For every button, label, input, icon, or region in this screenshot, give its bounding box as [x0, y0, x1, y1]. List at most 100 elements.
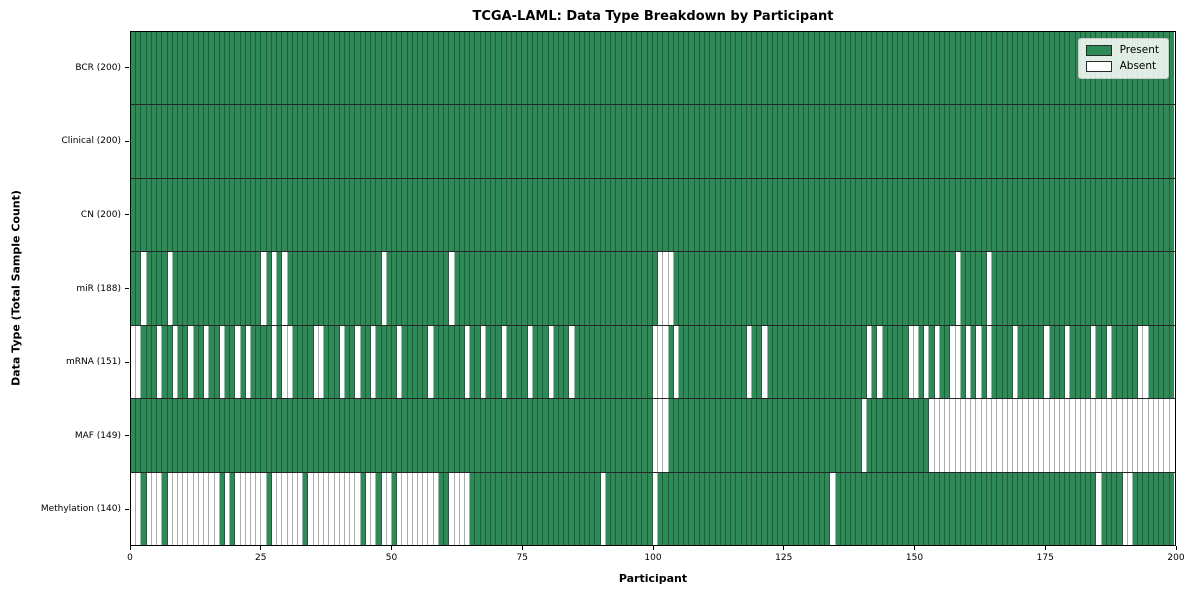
heatmap-cell [219, 325, 225, 399]
heatmap-cell [438, 399, 445, 472]
heatmap-cell [804, 399, 810, 472]
heatmap-cell [626, 252, 632, 325]
heatmap-cell [621, 325, 627, 399]
heatmap-cell [715, 472, 721, 545]
heatmap-cell [470, 399, 476, 472]
heatmap-cell [929, 252, 935, 325]
heatmap-cell [1028, 178, 1034, 252]
heatmap-cell [532, 105, 539, 178]
heatmap-cell [637, 472, 643, 545]
heatmap-cell [585, 325, 591, 399]
heatmap-cell [689, 178, 695, 252]
heatmap-cell [298, 105, 304, 178]
heatmap-cell [355, 178, 361, 252]
heatmap-cell [136, 32, 142, 105]
heatmap-cell [480, 178, 486, 252]
heatmap-cell [819, 325, 826, 399]
heatmap-cell [287, 399, 293, 472]
heatmap-cell [433, 399, 439, 472]
heatmap-cell [501, 399, 507, 472]
heatmap-cell [303, 105, 309, 178]
heatmap-cell [344, 178, 351, 252]
heatmap-cell [903, 105, 909, 178]
plot-area: Present Absent [130, 31, 1176, 546]
heatmap-cell [339, 399, 345, 472]
heatmap-cell [475, 105, 481, 178]
heatmap-cell [141, 399, 147, 472]
legend-present-swatch [1085, 45, 1112, 56]
heatmap-cell [230, 32, 236, 105]
heatmap-cell [391, 32, 398, 105]
heatmap-cell [731, 105, 737, 178]
heatmap-cell [856, 252, 862, 325]
heatmap-cell [433, 178, 439, 252]
heatmap-cell [835, 472, 841, 545]
heatmap-cell [694, 399, 700, 472]
heatmap-cell [204, 252, 210, 325]
heatmap-cell [1133, 105, 1139, 178]
heatmap-cell [209, 252, 215, 325]
heatmap-cell [522, 325, 528, 399]
heatmap-cell [1075, 178, 1081, 252]
heatmap-cell [1049, 399, 1055, 472]
heatmap-cell [527, 178, 533, 252]
heatmap-cell [1002, 325, 1008, 399]
heatmap-cell [162, 252, 168, 325]
heatmap-cell [992, 325, 998, 399]
heatmap-cell [564, 32, 570, 105]
heatmap-cell [892, 32, 899, 105]
heatmap-cell [673, 178, 679, 252]
heatmap-cell [423, 178, 429, 252]
heatmap-cell [830, 32, 836, 105]
heatmap-cell [757, 472, 763, 545]
heatmap-cell [240, 32, 246, 105]
heatmap-cell [318, 325, 325, 399]
heatmap-cell [303, 252, 309, 325]
heatmap-cell [778, 178, 784, 252]
heatmap-cell [564, 472, 570, 545]
heatmap-cell [825, 105, 831, 178]
heatmap-cell [788, 252, 794, 325]
heatmap-cell [799, 105, 805, 178]
heatmap-cell [799, 399, 805, 472]
heatmap-cell [386, 105, 392, 178]
x-tick-label: 150 [905, 553, 924, 563]
heatmap-cell [1112, 472, 1118, 545]
heatmap-cell [313, 105, 319, 178]
heatmap-cell [151, 472, 158, 545]
heatmap-cell [506, 178, 512, 252]
heatmap-cell [360, 399, 366, 472]
heatmap-cell [694, 252, 700, 325]
heatmap-cell [219, 472, 225, 545]
heatmap-cell [1059, 178, 1066, 252]
heatmap-cell [579, 252, 586, 325]
heatmap-cell [344, 325, 351, 399]
heatmap-cell [146, 252, 152, 325]
heatmap-cell [1101, 252, 1107, 325]
heatmap-cell [767, 399, 773, 472]
heatmap-cell [772, 325, 779, 399]
heatmap-cell [558, 399, 565, 472]
heatmap-cell [564, 399, 570, 472]
heatmap-cell [407, 105, 413, 178]
heatmap-cell [600, 105, 606, 178]
heatmap-cell [496, 32, 502, 105]
heatmap-cell [678, 32, 685, 105]
heatmap-cell [793, 252, 799, 325]
heatmap-cell [532, 472, 539, 545]
heatmap-cell [976, 325, 982, 399]
heatmap-cell [324, 105, 330, 178]
heatmap-cell [172, 399, 178, 472]
heatmap-cell [1086, 252, 1092, 325]
heatmap-cell [814, 178, 820, 252]
heatmap-cell [600, 252, 606, 325]
heatmap-cell [146, 32, 152, 105]
heatmap-cell [830, 472, 836, 545]
heatmap-cell [1091, 105, 1097, 178]
heatmap-cell [334, 252, 340, 325]
heatmap-cell [950, 325, 956, 399]
heatmap-cell [741, 32, 747, 105]
heatmap-cell [391, 105, 398, 178]
heatmap-cell [183, 325, 189, 399]
heatmap-cell [376, 178, 382, 252]
